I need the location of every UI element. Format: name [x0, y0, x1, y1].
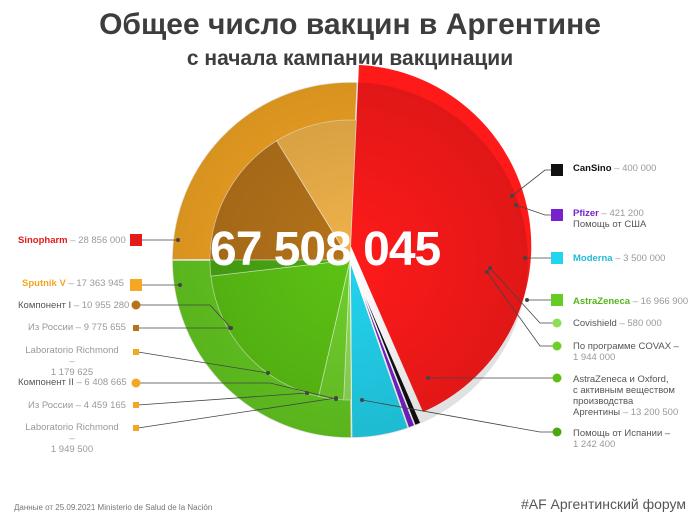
label-sputnik: Sputnik V – 17 363 945: [22, 278, 124, 289]
anchor-covax: [485, 270, 489, 274]
anchor-russia-2: [305, 391, 309, 395]
label-component-1: Компонент I – 10 955 280: [18, 300, 130, 311]
marker-pfizer: [551, 209, 563, 221]
anchor-covishield: [488, 266, 492, 270]
marker-sinopharm: [130, 234, 142, 246]
anchor-cansino: [510, 194, 514, 198]
leader-spain: [361, 399, 557, 433]
marker-az-oxford: [552, 373, 562, 383]
leader-richmond-2: [137, 397, 337, 429]
anchor-moderna: [523, 256, 527, 260]
marker-moderna: [551, 252, 563, 264]
chart-title: Общее число вакцин в Аргентине: [99, 8, 601, 41]
anchor-sputnik: [178, 283, 182, 287]
anchor-pfizer: [514, 203, 518, 207]
marker-richmond-1: [133, 349, 139, 355]
marker-russia-2: [133, 402, 139, 408]
label-sinopharm: Sinopharm – 28 856 000: [18, 235, 126, 246]
chart-subtitle: с начала кампании вакцинации: [186, 47, 514, 70]
leader-richmond-1: [137, 351, 269, 374]
marker-component-2: [131, 378, 141, 388]
anchor-az-oxford: [426, 376, 430, 380]
label-astrazeneca: AstraZeneca – 16 966 900: [573, 296, 689, 307]
pie-shading: [172, 82, 528, 438]
leader-covax: [486, 271, 557, 347]
marker-spain: [552, 427, 562, 437]
anchor-richmond-2: [334, 396, 338, 400]
marker-covishield: [552, 318, 562, 328]
label-spain: Помощь от Испании –1 242 400: [573, 428, 671, 450]
label-pfizer: Pfizer – 421 200 Помощь от США: [573, 208, 647, 230]
marker-sputnik: [130, 279, 142, 291]
anchor-astrazeneca: [525, 298, 529, 302]
leader-component-1: [138, 304, 232, 329]
marker-covax: [552, 341, 562, 351]
anchor-russia-1: [228, 326, 232, 330]
leader-russia-2: [137, 392, 308, 406]
label-covax: По программе COVAX –1 944 000: [573, 341, 679, 363]
leader-component-2: [138, 382, 337, 400]
anchor-richmond-1: [266, 371, 270, 375]
marker-astrazeneca: [551, 294, 563, 306]
label-covishield: Covishield – 580 000: [573, 318, 662, 329]
leader-covishield: [489, 267, 557, 324]
label-cansino: CanSino – 400 000: [573, 163, 657, 174]
label-az-oxford: AstraZeneca и Oxford, с активным вещество…: [573, 374, 679, 418]
marker-component-1: [131, 300, 141, 310]
footnote: Данные от 25.09.2021 Ministerio de Salud…: [14, 503, 213, 512]
marker-russia-1: [133, 325, 139, 331]
brand-label: #AF Аргентинский форум: [520, 496, 686, 512]
anchor-sinopharm: [176, 238, 180, 242]
marker-richmond-2: [133, 425, 139, 431]
label-russia-2: Из России – 4 459 165: [28, 400, 126, 411]
total-value: 67 508 045: [210, 223, 441, 276]
marker-cansino: [551, 164, 563, 176]
label-component-2: Компонент II – 6 408 665: [18, 377, 127, 388]
label-richmond-1: Laboratorio Richmond –1 179 625: [25, 345, 119, 378]
label-richmond-2: Laboratorio Richmond –1 949 500: [25, 422, 119, 455]
anchor-spain: [360, 398, 364, 402]
label-russia-1: Из России – 9 775 655: [28, 322, 126, 333]
label-moderna: Moderna – 3 500 000: [573, 253, 666, 264]
